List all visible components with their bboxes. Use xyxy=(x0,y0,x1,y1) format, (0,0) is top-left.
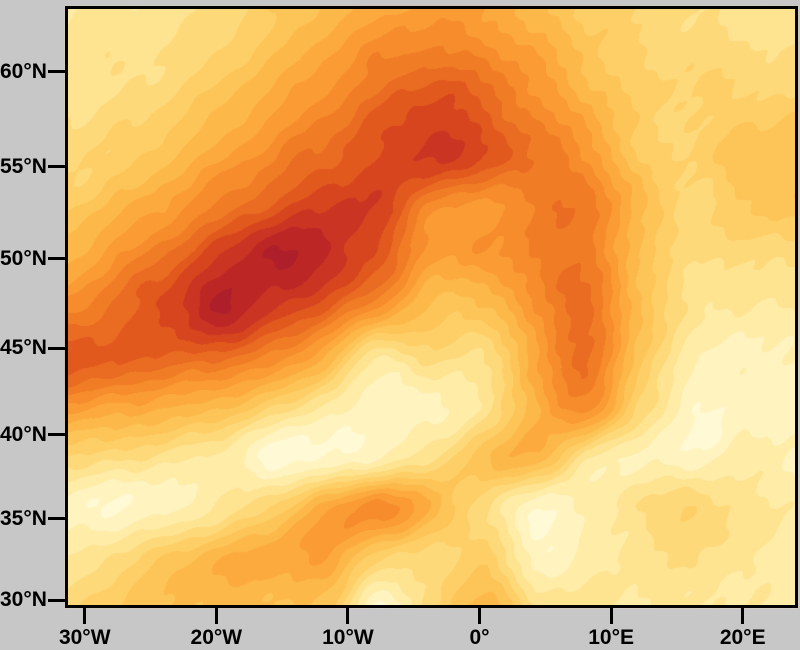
x-axis-tick-label: 0° xyxy=(469,626,490,649)
y-axis-tick-label: 40°N xyxy=(0,422,47,446)
x-axis-tick xyxy=(609,608,613,624)
y-axis-tick-label: 45°N xyxy=(0,336,47,360)
y-axis-tick-label: 35°N xyxy=(0,506,47,530)
y-axis-tick xyxy=(48,598,65,602)
y-axis-tick-label: 55°N xyxy=(0,154,47,178)
x-axis-tick-label: 20°W xyxy=(190,626,243,649)
x-axis-tick-label: 20°E xyxy=(719,626,766,649)
y-axis-tick-label: 30°N xyxy=(0,588,47,612)
y-axis-tick xyxy=(48,346,65,350)
x-axis-tick xyxy=(346,608,350,624)
y-axis-tick xyxy=(48,517,65,521)
x-axis-tick xyxy=(214,608,218,624)
y-axis-tick xyxy=(48,70,65,74)
y-axis-tick xyxy=(48,433,65,437)
x-axis-tick-label: 10°E xyxy=(588,626,634,649)
x-axis-tick xyxy=(478,608,482,624)
x-axis-tick-label: 30°W xyxy=(58,626,111,649)
y-axis-tick-label: 60°N xyxy=(0,59,47,83)
y-axis-tick-label: 50°N xyxy=(0,246,47,270)
x-axis-tick xyxy=(741,608,745,624)
x-axis-tick-label: 10°W xyxy=(322,626,374,649)
x-axis-tick xyxy=(83,608,87,624)
y-axis-tick xyxy=(48,257,65,261)
y-axis-tick xyxy=(48,165,65,169)
